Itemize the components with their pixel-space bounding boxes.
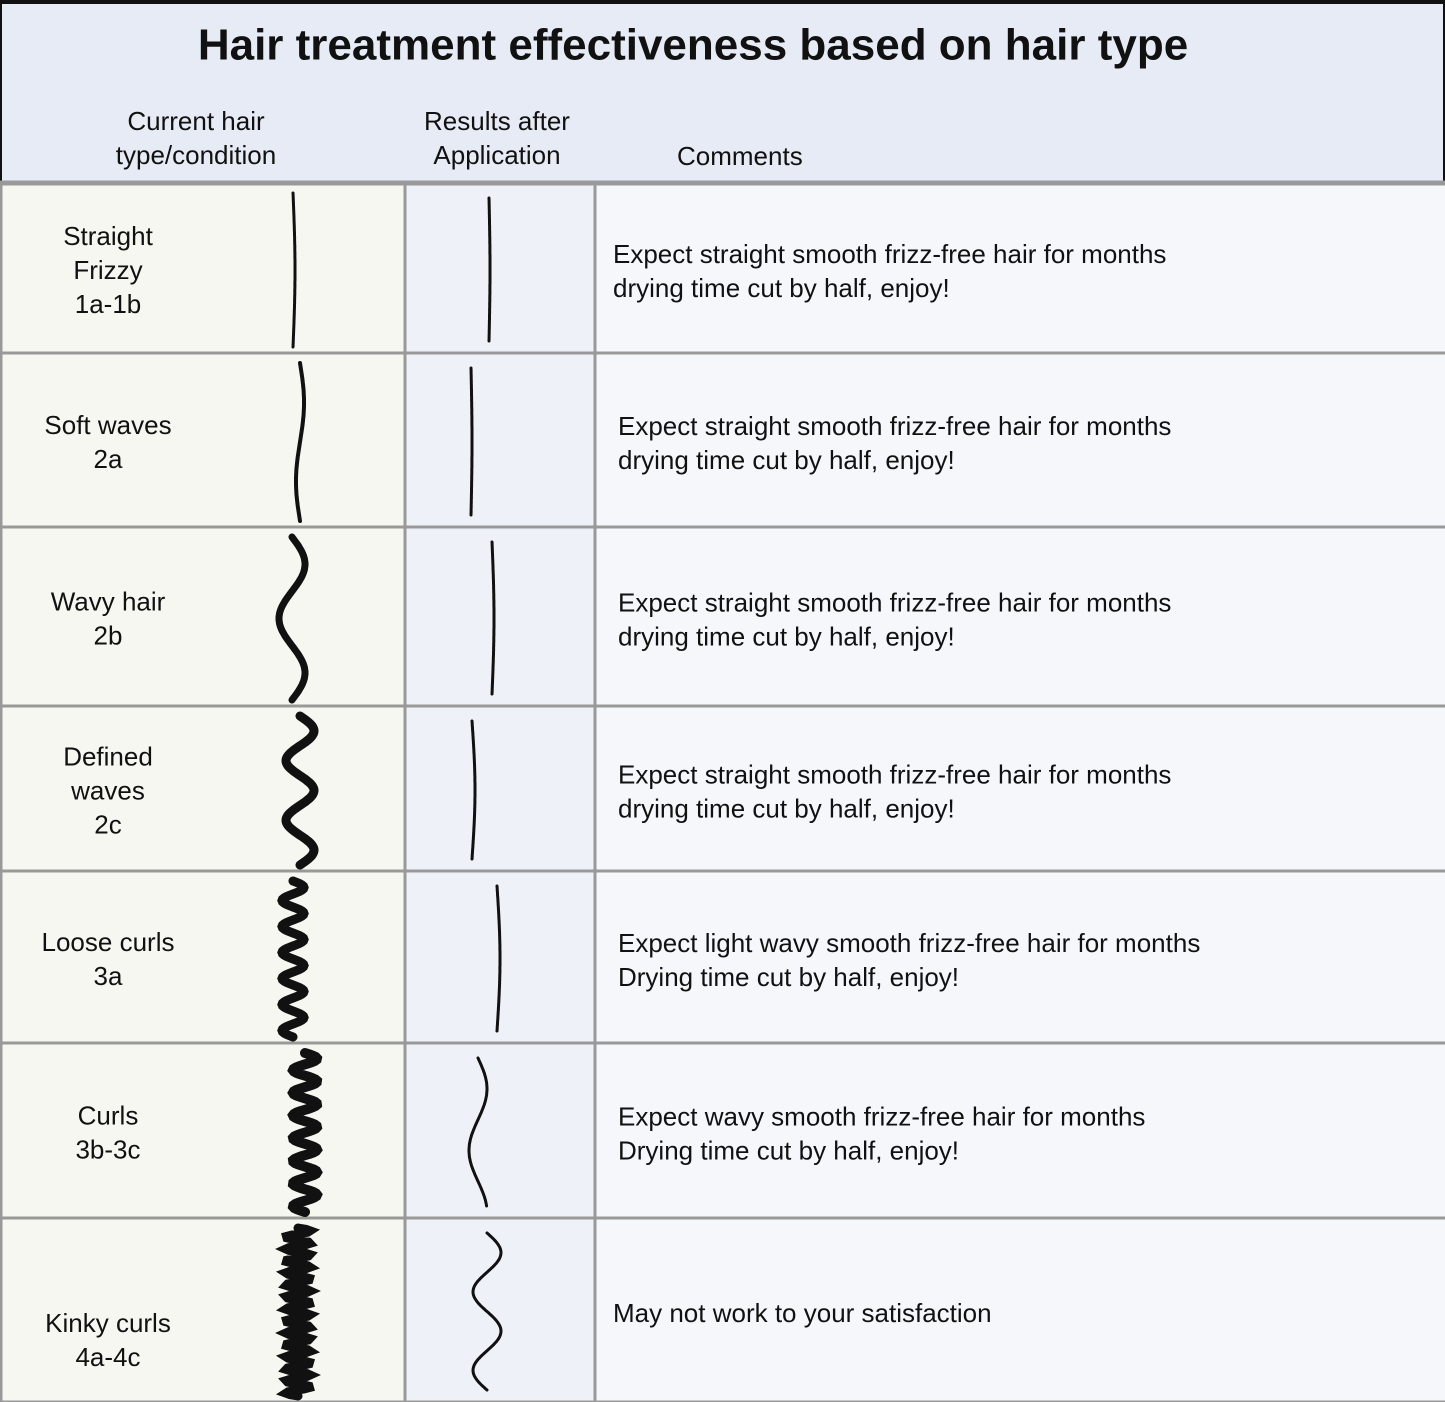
hair-strand: [471, 1231, 503, 1392]
hair-type: Soft waves: [44, 410, 171, 440]
column-background: [595, 183, 1445, 1402]
comment: Expect straight smooth frizz-free hair f…: [613, 239, 1166, 269]
hair-strand: [487, 196, 492, 343]
comment: Drying time cut by half, enjoy!: [618, 1135, 959, 1165]
hair-strand: [495, 884, 502, 1033]
hair-strand: [275, 533, 309, 704]
title: Hair treatment effectiveness based on ha…: [198, 21, 1188, 70]
hair-type: Kinky curls: [45, 1308, 171, 1338]
hair-type: Defined: [63, 741, 153, 771]
comment: Expect wavy smooth frizz-free hair for m…: [618, 1101, 1145, 1131]
comment: Expect light wavy smooth frizz-free hair…: [618, 928, 1200, 958]
hair-strand: [291, 191, 297, 349]
hair-type: 3a: [94, 961, 123, 991]
hair-type: 2a: [94, 444, 123, 474]
hair-type: Wavy hair: [51, 586, 166, 616]
hair-type: waves: [70, 775, 145, 805]
column-header: Current hair: [127, 106, 265, 136]
hair-strand: [490, 540, 496, 696]
hair-type: 2b: [94, 620, 123, 650]
comment: May not work to your satisfaction: [613, 1298, 992, 1328]
comment: Expect straight smooth frizz-free hair f…: [618, 411, 1171, 441]
hair-strand: [287, 1048, 323, 1217]
comment: drying time cut by half, enjoy!: [613, 273, 950, 303]
column-header: Application: [433, 140, 560, 170]
hair-strand: [470, 719, 477, 861]
hair-type: 4a-4c: [75, 1342, 140, 1372]
column-background: [0, 183, 405, 1402]
comment: drying time cut by half, enjoy!: [618, 445, 955, 475]
hair-type: Straight: [63, 221, 153, 251]
hair-type: 3b-3c: [75, 1134, 140, 1164]
hair-strand: [275, 1223, 321, 1401]
column-header: type/condition: [116, 140, 276, 170]
column-header: Results after: [424, 106, 570, 136]
hair-strand: [277, 876, 309, 1042]
hair-type: 2c: [94, 809, 121, 839]
hair-strand: [294, 361, 306, 523]
hair-type: Curls: [78, 1100, 139, 1130]
hair-strand: [467, 1056, 489, 1208]
column-background: [405, 183, 595, 1402]
hair-type: 1a-1b: [75, 289, 142, 319]
comment: drying time cut by half, enjoy!: [618, 621, 955, 651]
header-background: [0, 0, 1445, 183]
hair-type: Frizzy: [73, 255, 142, 285]
hair-strand: [281, 711, 319, 870]
comment: Drying time cut by half, enjoy!: [618, 962, 959, 992]
comment: Expect straight smooth frizz-free hair f…: [618, 587, 1171, 617]
comment: Expect straight smooth frizz-free hair f…: [618, 759, 1171, 789]
comment: drying time cut by half, enjoy!: [618, 793, 955, 823]
hair-strand: [469, 366, 474, 517]
column-header: Comments: [677, 141, 803, 171]
hair-type: Loose curls: [42, 927, 175, 957]
